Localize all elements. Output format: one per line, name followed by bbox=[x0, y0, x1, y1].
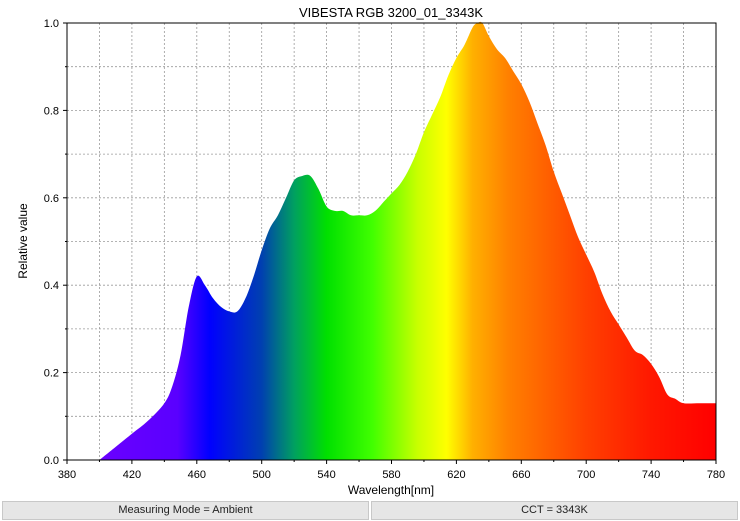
x-tick-label: 780 bbox=[707, 469, 725, 481]
y-tick-label: 0.8 bbox=[44, 105, 59, 117]
y-tick-label: 0.2 bbox=[44, 368, 59, 380]
x-tick-label: 420 bbox=[123, 469, 141, 481]
y-axis-label: Relative value bbox=[16, 203, 30, 279]
axes-layer: 380 420 460 500 540 580 620 660 700 740 780 0.0 0.2 0… bbox=[44, 18, 725, 481]
status-bar: Measuring Mode = Ambient CCT = 3343K bbox=[2, 501, 738, 520]
x-axis-label: Wavelength[nm] bbox=[348, 483, 434, 497]
x-tick-label: 660 bbox=[512, 469, 530, 481]
chart-title: VIBESTA RGB 3200_01_3343K bbox=[299, 5, 483, 20]
x-tick-label: 460 bbox=[188, 469, 206, 481]
y-tick-label: 0.0 bbox=[44, 455, 59, 467]
x-tick-label: 500 bbox=[253, 469, 271, 481]
x-tick-label: 700 bbox=[577, 469, 595, 481]
x-tick-label: 580 bbox=[382, 469, 400, 481]
x-tick-label: 740 bbox=[642, 469, 660, 481]
y-tick-label: 1.0 bbox=[44, 18, 59, 30]
x-tick-label: 380 bbox=[58, 469, 76, 481]
spectrum-chart: 380 420 460 500 540 580 620 660 700 740 780 0.0 0.2 0… bbox=[16, 5, 725, 497]
x-tick-label: 540 bbox=[317, 469, 335, 481]
y-tick-label: 0.4 bbox=[44, 280, 59, 292]
y-tick-label: 0.6 bbox=[44, 193, 59, 205]
cct-status: CCT = 3343K bbox=[371, 501, 738, 520]
spectrum-area bbox=[99, 21, 716, 461]
measuring-mode-status: Measuring Mode = Ambient bbox=[2, 501, 369, 520]
x-tick-label: 620 bbox=[447, 469, 465, 481]
